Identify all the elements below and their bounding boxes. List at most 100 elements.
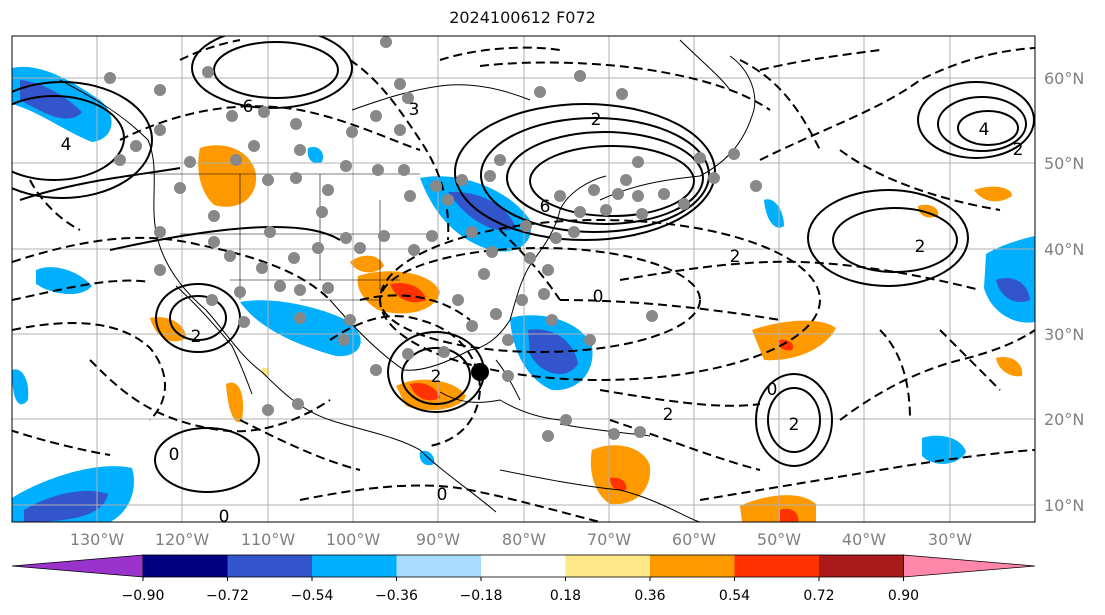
colorbar-tick-label: 0.72 [803, 588, 834, 604]
contour-label: 0 [169, 445, 180, 465]
station-marker [502, 370, 514, 382]
station-marker [226, 110, 238, 122]
station-marker [230, 154, 242, 166]
longitude-label: 80°W [502, 530, 546, 549]
colorbar-tick-label: −0.72 [206, 588, 249, 604]
station-marker [202, 66, 214, 78]
station-marker [646, 310, 658, 322]
station-marker [550, 232, 562, 244]
station-marker [394, 124, 406, 136]
station-marker [568, 226, 580, 238]
contour-label: 0 [437, 485, 448, 505]
station-marker [238, 316, 250, 328]
anomaly-shading [12, 66, 1035, 522]
station-marker [466, 226, 478, 238]
station-marker [538, 288, 550, 300]
contour-label: 6 [540, 197, 551, 217]
latitude-label: 50°N [1044, 154, 1084, 173]
colorbar-segment [481, 555, 566, 577]
station-marker [372, 164, 384, 176]
station-marker [248, 140, 260, 152]
station-marker [430, 180, 442, 192]
station-marker [520, 220, 532, 232]
contour-label: 2 [789, 415, 800, 435]
station-marker [208, 210, 220, 222]
station-marker [708, 172, 720, 184]
station-marker [678, 198, 690, 210]
station-marker [456, 174, 468, 186]
station-marker [524, 252, 536, 264]
colorbar-tick-labels: −0.90 −0.72 −0.54 −0.36 −0.18 0.18 0.36 0.54 0.7… [122, 577, 919, 604]
map-frame [11, 35, 1036, 523]
colorbar [11, 554, 1036, 578]
longitude-label: 50°W [757, 530, 801, 549]
contour-label: 0 [767, 380, 778, 400]
map-title: 2024100612 F072 [449, 8, 596, 27]
station-marker [206, 294, 218, 306]
station-marker [632, 156, 644, 168]
longitude-label: 100°W [326, 530, 381, 549]
station-marker [466, 320, 478, 332]
station-marker [104, 72, 116, 84]
station-marker [344, 314, 356, 326]
station-marker [154, 264, 166, 276]
contour-label: 3 [409, 100, 420, 120]
graticule [12, 36, 1035, 522]
contour-label: 0 [593, 287, 604, 307]
station-marker [636, 208, 648, 220]
station-marker [438, 346, 450, 358]
station-marker [442, 194, 454, 206]
station-marker [542, 430, 554, 442]
station-marker [502, 334, 514, 346]
contour-label: 2 [431, 367, 442, 387]
station-marker [404, 190, 416, 202]
colorbar-segment [734, 555, 819, 577]
colorbar-segment [819, 555, 904, 577]
contour-label: 2 [591, 110, 602, 130]
colorbar-segment [312, 555, 397, 577]
longitude-labels: 130°W 120°W 110°W 100°W 90°W 80°W 70°W 60°W 50°W… [70, 530, 972, 549]
colorbar-tick-label: −0.18 [460, 588, 503, 604]
station-marker [262, 404, 274, 416]
station-marker [728, 148, 740, 160]
colorbar-segment [650, 555, 735, 577]
station-marker [258, 106, 270, 118]
contour-label: 2 [1013, 140, 1024, 160]
station-marker [294, 312, 306, 324]
station-marker [452, 294, 464, 306]
station-marker [486, 246, 498, 258]
station-marker [612, 188, 624, 200]
station-marker [632, 190, 644, 202]
station-marker [154, 84, 166, 96]
station-marker [490, 308, 502, 320]
colorbar-tick-label: −0.90 [122, 588, 165, 604]
station-marker [560, 414, 572, 426]
station-marker [402, 348, 414, 360]
colorbar-min-extension [11, 554, 144, 578]
station-marker [340, 232, 352, 244]
station-marker [584, 334, 596, 346]
colorbar-segment [143, 555, 228, 577]
longitude-label: 130°W [70, 530, 125, 549]
longitude-label: 60°W [672, 530, 716, 549]
longitude-label: 90°W [416, 530, 460, 549]
station-marker [316, 206, 328, 218]
station-marker [340, 160, 352, 172]
station-marker [402, 92, 414, 104]
station-marker [294, 144, 306, 156]
latitude-label: 10°N [1044, 496, 1084, 515]
station-marker [114, 154, 126, 166]
longitude-label: 40°W [842, 530, 886, 549]
colorbar-tick-label: 0.18 [550, 588, 581, 604]
station-marker [426, 230, 438, 242]
station-marker [408, 244, 420, 256]
station-marker [184, 156, 196, 168]
station-marker [546, 314, 558, 326]
longitude-label: 110°W [241, 530, 296, 549]
latitude-labels: 60°N 50°N 40°N 30°N 20°N 10°N [1044, 69, 1084, 515]
station-marker [290, 172, 302, 184]
contour-label: 2 [191, 327, 202, 347]
latitude-label: 60°N [1044, 69, 1084, 88]
station-marker [346, 126, 358, 138]
